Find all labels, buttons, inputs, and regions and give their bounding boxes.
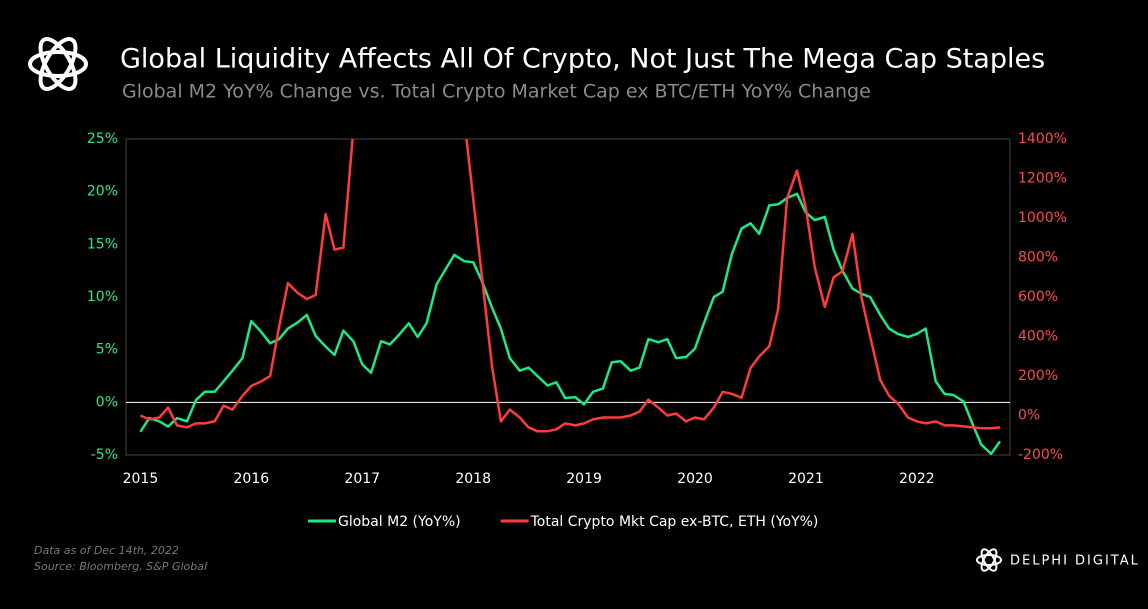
y2-tick-label: 600% xyxy=(1018,289,1058,305)
y2-tick-label: 1000% xyxy=(1018,210,1067,226)
note: Data as of Dec 14th, 2022 xyxy=(34,544,179,557)
x-tick-label: 2017 xyxy=(344,471,380,487)
y2-tick-label: 0% xyxy=(1018,408,1040,424)
y-tick-label: 15% xyxy=(87,236,118,252)
x-tick-label: 2019 xyxy=(566,471,602,487)
y-tick-label: 20% xyxy=(87,184,118,200)
x-tick-label: 2020 xyxy=(677,471,713,487)
x-tick-label: 2015 xyxy=(123,471,159,487)
y2-tick-label: 200% xyxy=(1018,368,1058,384)
x-tick-label: 2021 xyxy=(788,471,824,487)
y-tick-label: 5% xyxy=(96,342,118,358)
series-line xyxy=(139,192,1002,455)
y2-tick-label: 400% xyxy=(1018,329,1058,345)
y-tick-label: -5% xyxy=(91,447,118,463)
logo xyxy=(28,37,88,91)
x-tick-label: 2018 xyxy=(455,471,491,487)
plot xyxy=(139,139,1002,455)
legend-label: Total Crypto Mkt Cap ex-BTC, ETH (YoY%) xyxy=(530,514,819,530)
chart-subtitle: Global M2 YoY% Change vs. Total Crypto M… xyxy=(122,81,871,103)
x-tick-label: 2022 xyxy=(899,471,935,487)
y-tick-label: 0% xyxy=(96,394,118,410)
series-line xyxy=(139,139,1001,433)
brand: DELPHI DIGITAL xyxy=(1010,554,1140,569)
y2-tick-label: 1400% xyxy=(1018,131,1067,147)
y2-tick-label: 1200% xyxy=(1018,171,1067,187)
plot-frame xyxy=(125,138,1011,456)
chart-title: Global Liquidity Affects All Of Crypto, … xyxy=(120,44,1045,75)
y2-tick-label: -200% xyxy=(1018,447,1063,463)
legend-label: Global M2 (YoY%) xyxy=(338,514,461,530)
brand-logo xyxy=(976,548,1002,572)
y2-tick-label: 800% xyxy=(1018,250,1058,266)
x-tick-label: 2016 xyxy=(234,471,270,487)
y-tick-label: 10% xyxy=(87,289,118,305)
y-tick-label: 25% xyxy=(87,131,118,147)
note: Source: Bloomberg, S&P Global xyxy=(34,560,207,573)
